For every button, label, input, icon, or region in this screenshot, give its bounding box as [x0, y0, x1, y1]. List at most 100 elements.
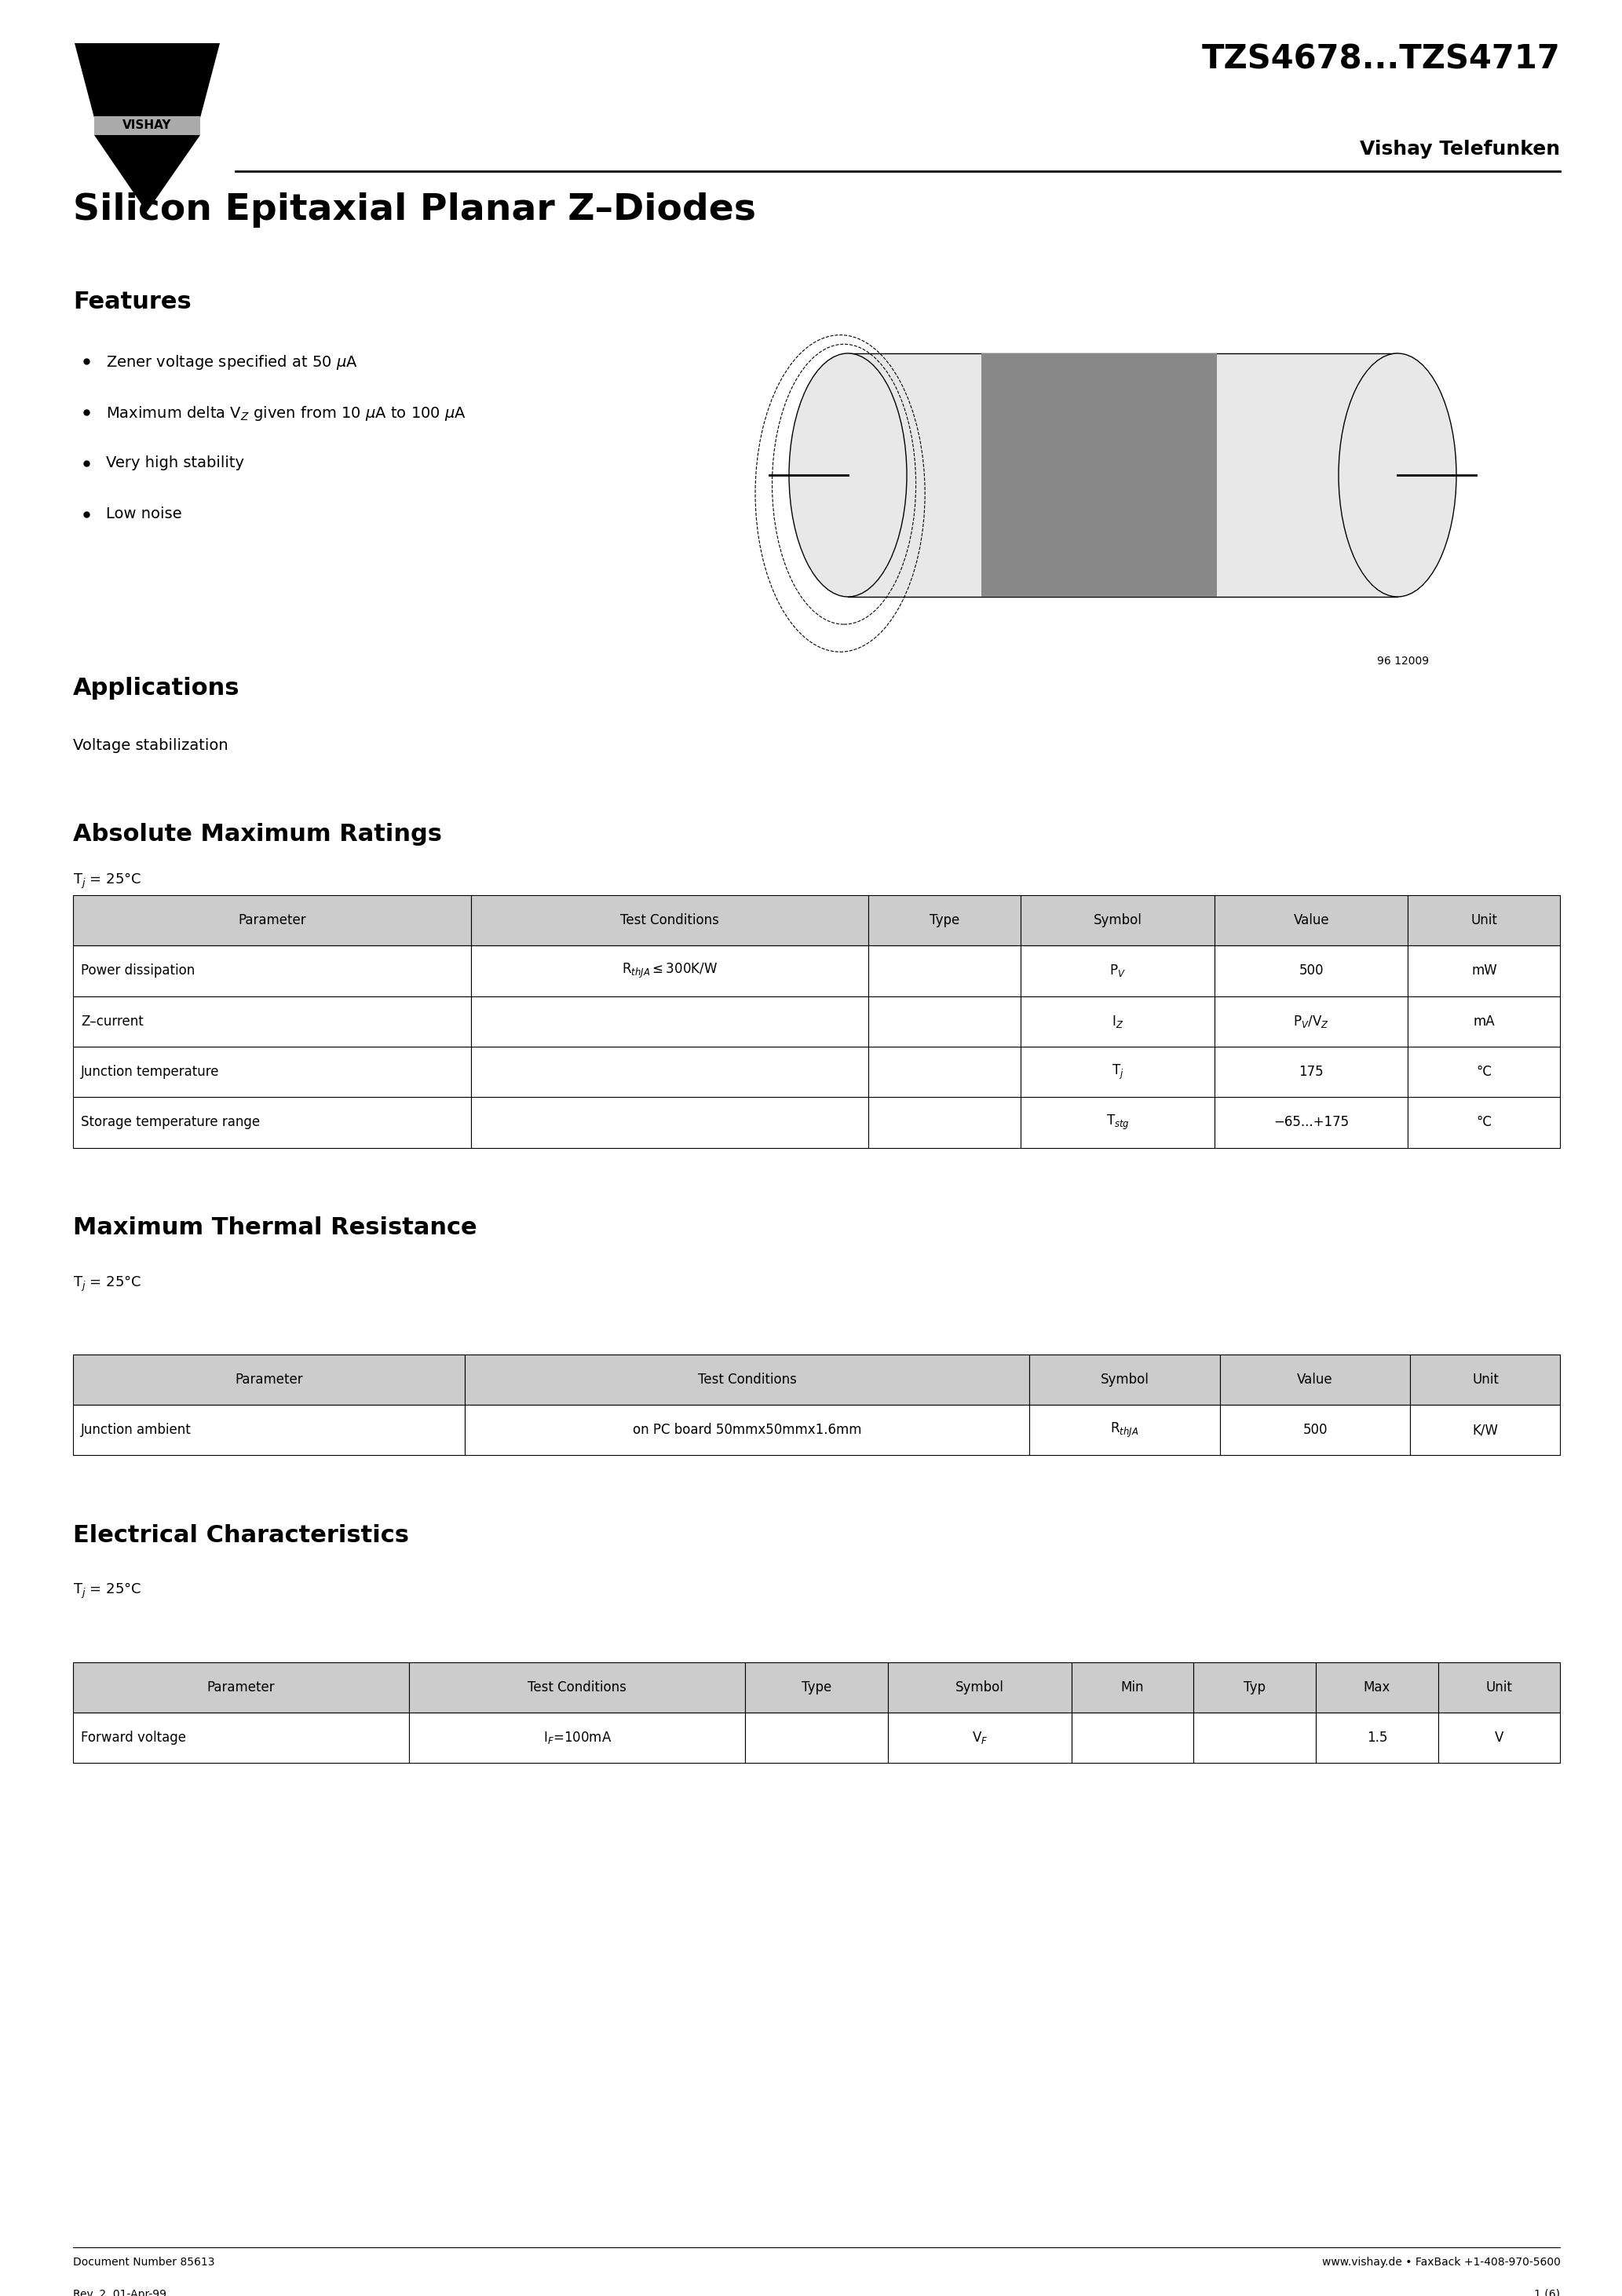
Text: Storage temperature range: Storage temperature range — [81, 1116, 260, 1130]
Text: 175: 175 — [1299, 1065, 1324, 1079]
Bar — [1220, 1355, 1411, 1405]
Bar — [1408, 996, 1560, 1047]
Bar — [1030, 1355, 1220, 1405]
Text: T$_j$ = 25°C: T$_j$ = 25°C — [73, 1274, 141, 1293]
Bar — [1439, 1713, 1560, 1763]
Text: Test Conditions: Test Conditions — [697, 1373, 796, 1387]
Text: Unit: Unit — [1486, 1681, 1513, 1694]
Text: Junction ambient: Junction ambient — [81, 1424, 191, 1437]
Text: °C: °C — [1476, 1065, 1492, 1079]
Bar — [1411, 1355, 1560, 1405]
Text: Symbol: Symbol — [1093, 914, 1142, 928]
Bar — [869, 895, 1020, 946]
Bar — [1408, 895, 1560, 946]
Bar — [73, 1097, 470, 1148]
Text: Parameter: Parameter — [235, 1373, 303, 1387]
Text: T$_j$: T$_j$ — [1111, 1063, 1124, 1081]
Bar — [1215, 1047, 1408, 1097]
Text: I$_Z$: I$_Z$ — [1111, 1013, 1124, 1029]
Bar — [1215, 946, 1408, 996]
Text: Applications: Applications — [73, 677, 240, 700]
Text: Test Conditions: Test Conditions — [620, 914, 719, 928]
Text: Junction temperature: Junction temperature — [81, 1065, 219, 1079]
Text: Symbol: Symbol — [955, 1681, 1004, 1694]
Text: Min: Min — [1121, 1681, 1144, 1694]
Bar — [1072, 1713, 1194, 1763]
Bar — [1220, 1405, 1411, 1456]
FancyBboxPatch shape — [848, 354, 1398, 597]
Text: Typ: Typ — [1244, 1681, 1265, 1694]
Text: 1.5: 1.5 — [1367, 1731, 1387, 1745]
Text: Power dissipation: Power dissipation — [81, 964, 195, 978]
Bar — [1315, 1662, 1439, 1713]
Text: Test Conditions: Test Conditions — [527, 1681, 626, 1694]
Text: T$_j$ = 25°C: T$_j$ = 25°C — [73, 1582, 141, 1600]
Text: Rev. 2, 01-Apr-99: Rev. 2, 01-Apr-99 — [73, 2289, 167, 2296]
Text: Low noise: Low noise — [105, 507, 182, 521]
Text: Forward voltage: Forward voltage — [81, 1731, 187, 1745]
Bar — [1411, 1405, 1560, 1456]
Bar — [73, 1047, 470, 1097]
Bar — [409, 1662, 746, 1713]
Text: P$_V$: P$_V$ — [1109, 962, 1126, 978]
Text: Electrical Characteristics: Electrical Characteristics — [73, 1525, 409, 1548]
Text: mA: mA — [1473, 1015, 1495, 1029]
Bar — [73, 946, 470, 996]
Bar — [470, 946, 869, 996]
Text: I$_F$=100mA: I$_F$=100mA — [543, 1729, 611, 1745]
Text: 500: 500 — [1299, 964, 1324, 978]
Ellipse shape — [788, 354, 907, 597]
Ellipse shape — [1338, 354, 1457, 597]
Text: K/W: K/W — [1473, 1424, 1499, 1437]
Text: Voltage stabilization: Voltage stabilization — [73, 737, 229, 753]
Bar — [1215, 895, 1408, 946]
Text: Unit: Unit — [1471, 914, 1497, 928]
Text: VISHAY: VISHAY — [122, 119, 172, 131]
Text: R$_{thJA}$$\leq$300K/W: R$_{thJA}$$\leq$300K/W — [621, 962, 717, 980]
Bar — [1030, 1405, 1220, 1456]
Text: Silicon Epitaxial Planar Z–Diodes: Silicon Epitaxial Planar Z–Diodes — [73, 193, 756, 227]
Text: V: V — [1495, 1731, 1504, 1745]
Text: mW: mW — [1471, 964, 1497, 978]
Bar — [746, 1713, 887, 1763]
Text: T$_j$ = 25°C: T$_j$ = 25°C — [73, 872, 141, 891]
Bar — [1072, 1662, 1194, 1713]
Text: Parameter: Parameter — [238, 914, 307, 928]
Polygon shape — [94, 135, 200, 211]
Text: V$_F$: V$_F$ — [972, 1729, 988, 1745]
Bar — [409, 1713, 746, 1763]
Bar — [1020, 946, 1215, 996]
Bar — [470, 895, 869, 946]
Bar — [887, 1662, 1072, 1713]
Text: Z–current: Z–current — [81, 1015, 144, 1029]
Bar — [869, 946, 1020, 996]
Bar — [1020, 1047, 1215, 1097]
Text: −65...+175: −65...+175 — [1273, 1116, 1350, 1130]
Bar — [470, 1097, 869, 1148]
Bar — [1194, 1662, 1315, 1713]
Bar — [887, 1713, 1072, 1763]
Text: Absolute Maximum Ratings: Absolute Maximum Ratings — [73, 822, 441, 845]
Text: on PC board 50mmx50mmx1.6mm: on PC board 50mmx50mmx1.6mm — [633, 1424, 861, 1437]
Bar — [1194, 1713, 1315, 1763]
Bar — [73, 1405, 464, 1456]
Bar — [1315, 1713, 1439, 1763]
Bar — [1408, 1097, 1560, 1148]
Bar — [869, 1097, 1020, 1148]
Text: T$_{stg}$: T$_{stg}$ — [1106, 1114, 1129, 1132]
Text: R$_{thJA}$: R$_{thJA}$ — [1111, 1421, 1139, 1440]
Bar — [1408, 946, 1560, 996]
Text: 1 (6): 1 (6) — [1534, 2289, 1560, 2296]
Bar — [464, 1355, 1030, 1405]
Text: Vishay Telefunken: Vishay Telefunken — [1361, 140, 1560, 158]
Text: www.vishay.de • FaxBack +1-408-970-5600: www.vishay.de • FaxBack +1-408-970-5600 — [1322, 2257, 1560, 2268]
Text: Unit: Unit — [1473, 1373, 1499, 1387]
Bar — [470, 1047, 869, 1097]
Bar — [746, 1662, 887, 1713]
Text: 96 12009: 96 12009 — [1377, 657, 1429, 666]
Text: P$_V$/V$_Z$: P$_V$/V$_Z$ — [1293, 1013, 1330, 1029]
Bar — [73, 1355, 464, 1405]
Bar — [981, 354, 1216, 597]
Text: Type: Type — [929, 914, 960, 928]
Text: Features: Features — [73, 292, 191, 312]
